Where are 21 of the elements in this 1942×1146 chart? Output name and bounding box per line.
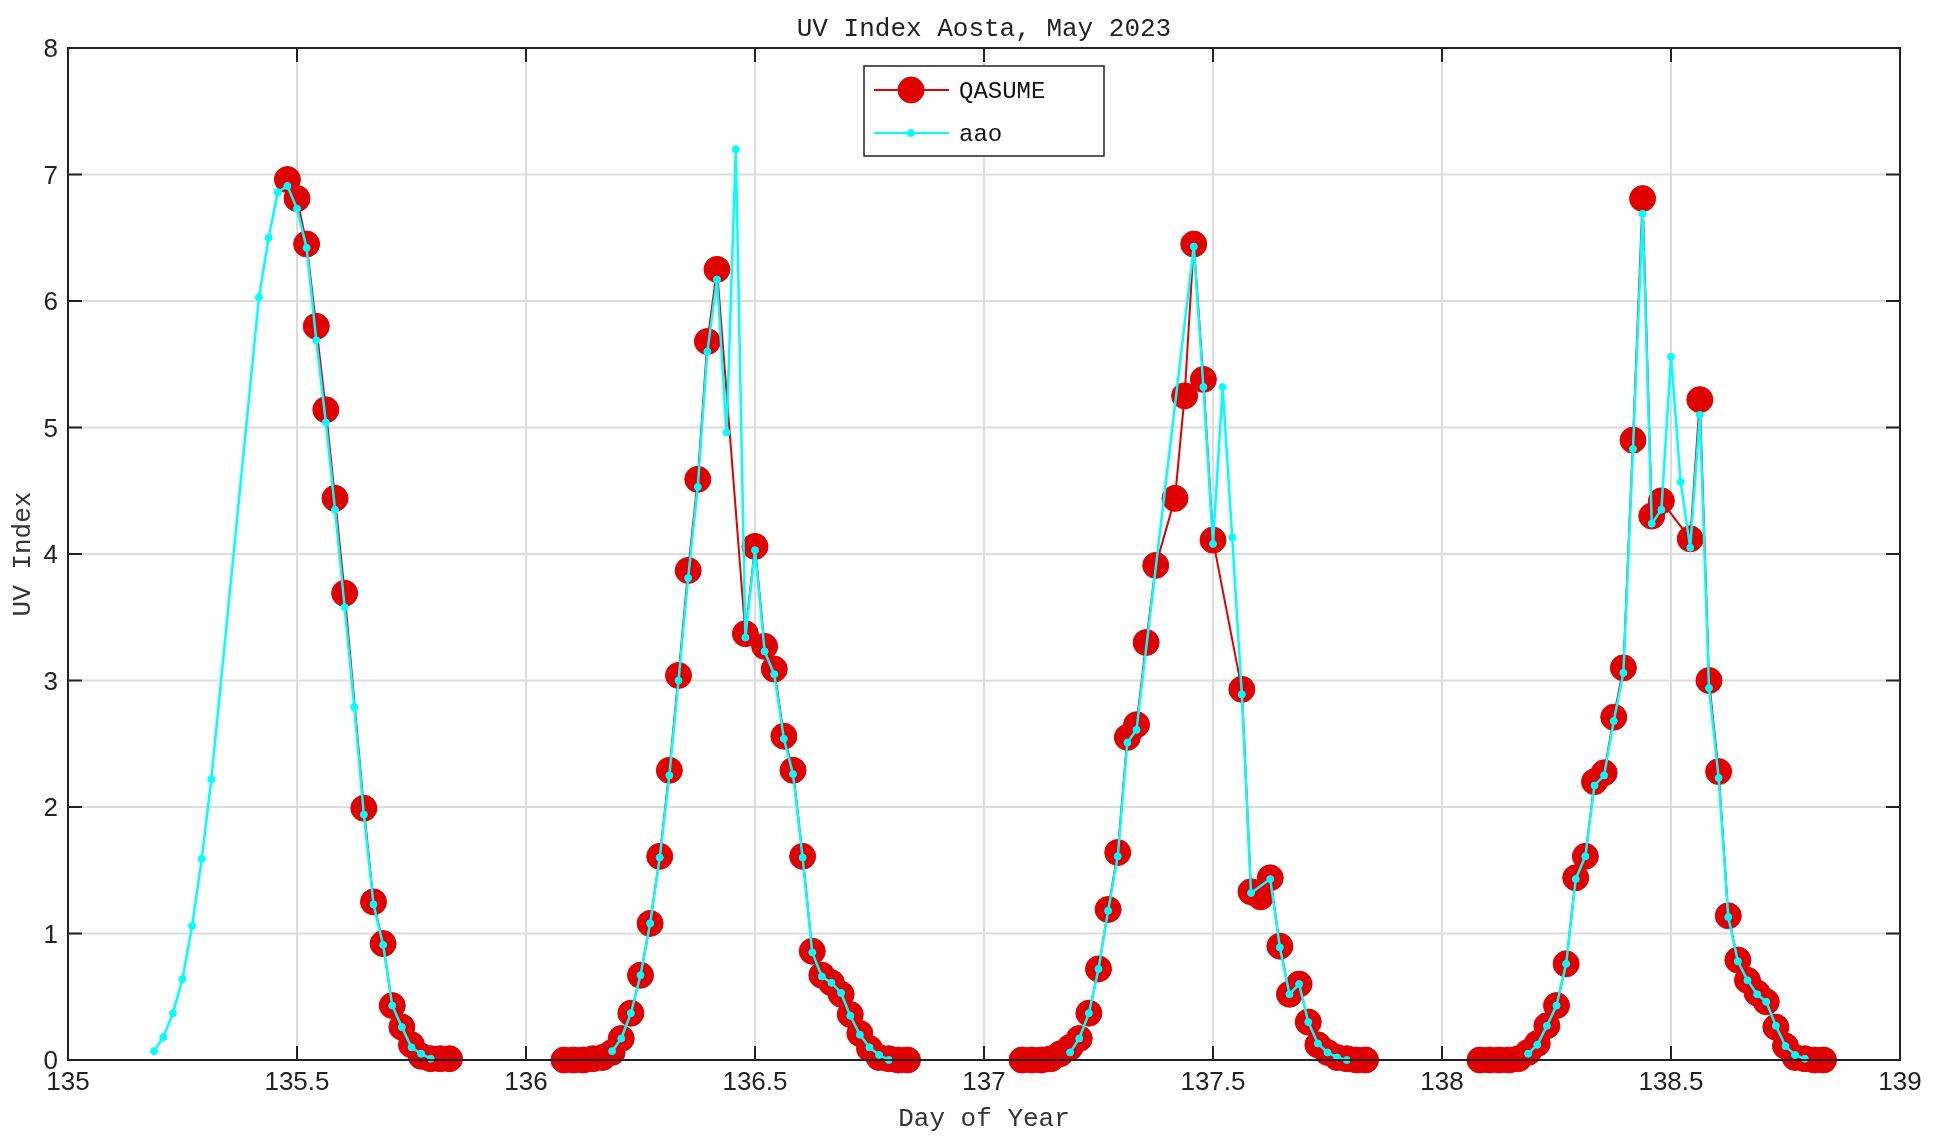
y-tick-label: 6: [43, 286, 58, 316]
y-tick-label: 8: [43, 33, 58, 63]
x-tick-label: 138: [1420, 1066, 1464, 1096]
x-tick-label: 139: [1878, 1066, 1922, 1096]
x-tick-label: 137: [962, 1066, 1006, 1096]
y-tick-label: 3: [43, 665, 58, 696]
x-tick-label: 135.5: [264, 1066, 330, 1096]
y-tick-label: 5: [43, 412, 58, 443]
x-tick-label: 136: [504, 1066, 548, 1096]
x-tick-label: 137.5: [1180, 1066, 1246, 1096]
chart-title: UV Index Aosta, May 2023: [796, 14, 1172, 44]
y-tick-label: 2: [43, 792, 58, 822]
legend-label: aao: [959, 121, 1003, 148]
y-tick-label: 7: [43, 159, 58, 190]
y-tick-label: 1: [43, 918, 58, 949]
legend-label: QASUME: [959, 78, 1046, 105]
y-tick-label: 4: [43, 539, 58, 569]
x-tick-label: 138.5: [1638, 1066, 1704, 1096]
x-axis-title: Day of Year: [898, 1104, 1070, 1134]
y-axis-title: UV Index: [8, 491, 38, 617]
x-tick-label: 136.5: [722, 1066, 788, 1096]
